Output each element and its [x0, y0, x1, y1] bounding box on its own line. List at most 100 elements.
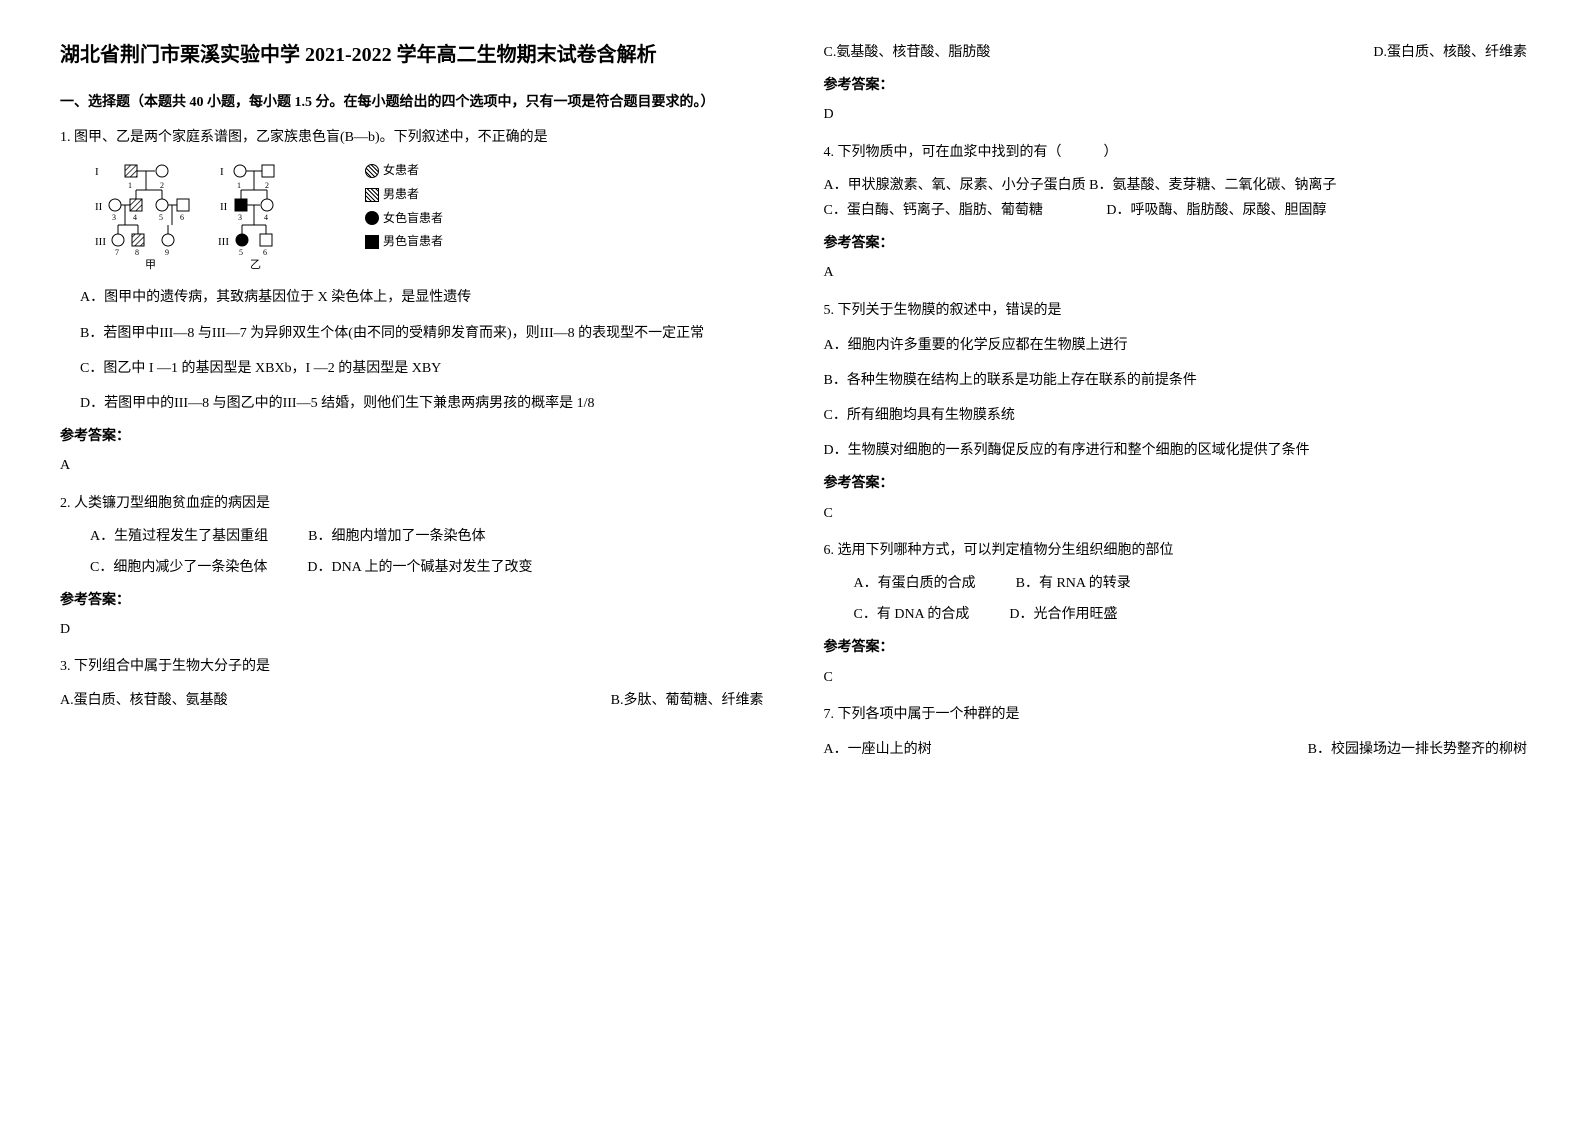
q4-answer-label: 参考答案： [824, 231, 1528, 256]
q2-optA: A．生殖过程发生了基因重组 [90, 524, 268, 549]
q6-answer-label: 参考答案： [824, 635, 1528, 660]
square-filled-icon [365, 235, 379, 249]
pedigree-label-jia: 甲 [145, 259, 156, 270]
pedigree-diagram: I 1 2 II 3 4 [90, 160, 764, 270]
q6-optB: B．有 RNA 的转录 [1016, 571, 1131, 596]
legend-box: 女患者 男患者 女色盲患者 男色盲患者 [365, 160, 443, 254]
svg-text:2: 2 [265, 181, 269, 190]
q6-stem: 6. 选用下列哪种方式，可以判定植物分生组织细胞的部位 [824, 538, 1528, 563]
svg-text:I: I [220, 166, 224, 178]
legend-female-colorblind: 女色盲患者 [365, 208, 443, 230]
q6-answer: C [824, 665, 1528, 690]
q2-row2: C．细胞内减少了一条染色体 D．DNA 上的一个碱基对发生了改变 [90, 555, 764, 580]
q2-answer-label: 参考答案： [60, 588, 764, 613]
svg-text:6: 6 [180, 213, 184, 222]
svg-text:5: 5 [239, 248, 243, 257]
q2-answer: D [60, 617, 764, 642]
q6-optC: C．有 DNA 的合成 [854, 602, 970, 627]
question-4: 4. 下列物质中，可在血浆中找到的有（ ） A．甲状腺激素、氧、尿素、小分子蛋白… [824, 140, 1528, 286]
svg-text:7: 7 [115, 248, 119, 257]
q6-row1: A．有蛋白质的合成 B．有 RNA 的转录 [854, 571, 1528, 596]
pedigree-label-yi: 乙 [250, 258, 261, 270]
q3-optD: D.蛋白质、核酸、纤维素 [1373, 40, 1527, 65]
legend-male-colorblind: 男色盲患者 [365, 231, 443, 253]
section-header: 一、选择题（本题共 40 小题，每小题 1.5 分。在每小题给出的四个选项中，只… [60, 90, 764, 115]
svg-text:3: 3 [238, 213, 242, 222]
q4-optB: B．氨基酸、麦芽糖、二氧化碳、钠离子 [1089, 178, 1336, 193]
q4-optC: C．蛋白酶、钙离子、脂肪、葡萄糖 [824, 203, 1043, 218]
question-5: 5. 下列关于生物膜的叙述中，错误的是 A．细胞内许多重要的化学反应都在生物膜上… [824, 298, 1528, 526]
svg-text:I: I [95, 166, 99, 178]
page-container: 湖北省荆门市栗溪实验中学 2021-2022 学年高二生物期末试卷含解析 一、选… [60, 40, 1527, 1082]
q7-optA: A．一座山上的树 [824, 737, 932, 762]
question-2: 2. 人类镰刀型细胞贫血症的病因是 A．生殖过程发生了基因重组 B．细胞内增加了… [60, 491, 764, 643]
legend-text: 女色盲患者 [383, 208, 443, 230]
pedigree-svg: I 1 2 II 3 4 [90, 160, 350, 270]
svg-text:8: 8 [135, 248, 139, 257]
legend-text: 女患者 [383, 160, 419, 182]
q2-optD: D．DNA 上的一个碱基对发生了改变 [307, 555, 532, 580]
question-3-cont: C.氨基酸、核苷酸、脂肪酸 D.蛋白质、核酸、纤维素 参考答案： D [824, 40, 1528, 128]
svg-text:6: 6 [263, 248, 267, 257]
svg-text:2: 2 [160, 181, 164, 190]
q5-optB: B．各种生物膜在结构上的联系是功能上存在联系的前提条件 [824, 368, 1528, 393]
q4-optD: D．呼吸酶、脂肪酸、尿酸、胆固醇 [1106, 203, 1326, 218]
q1-answer: A [60, 453, 764, 478]
q5-stem: 5. 下列关于生物膜的叙述中，错误的是 [824, 298, 1528, 323]
q3-answer: D [824, 102, 1528, 127]
svg-text:1: 1 [128, 181, 132, 190]
svg-text:II: II [95, 201, 103, 213]
q3-optB: B.多肽、葡萄糖、纤维素 [611, 688, 764, 713]
q5-optD: D．生物膜对细胞的一系列酶促反应的有序进行和整个细胞的区域化提供了条件 [824, 438, 1528, 463]
q1-answer-label: 参考答案： [60, 424, 764, 449]
svg-text:4: 4 [133, 213, 137, 222]
q5-answer: C [824, 501, 1528, 526]
svg-text:III: III [218, 236, 229, 248]
circle-filled-icon [365, 211, 379, 225]
q4-stem: 4. 下列物质中，可在血浆中找到的有（ ） [824, 140, 1528, 165]
legend-female-patient: 女患者 [365, 160, 443, 182]
q2-optB: B．细胞内增加了一条染色体 [308, 524, 485, 549]
q6-optA: A．有蛋白质的合成 [854, 571, 976, 596]
q2-row1: A．生殖过程发生了基因重组 B．细胞内增加了一条染色体 [90, 524, 764, 549]
legend-male-patient: 男患者 [365, 184, 443, 206]
q2-optC: C．细胞内减少了一条染色体 [90, 555, 267, 580]
q4-row2: C．蛋白酶、钙离子、脂肪、葡萄糖 D．呼吸酶、脂肪酸、尿酸、胆固醇 [824, 198, 1528, 223]
svg-text:1: 1 [237, 181, 241, 190]
q4-answer: A [824, 260, 1528, 285]
q3-stem: 3. 下列组合中属于生物大分子的是 [60, 654, 764, 679]
q3-optC: C.氨基酸、核苷酸、脂肪酸 [824, 40, 991, 65]
q3-row1: A.蛋白质、核苷酸、氨基酸 B.多肽、葡萄糖、纤维素 [60, 688, 764, 713]
svg-text:II: II [220, 201, 228, 213]
legend-text: 男患者 [383, 184, 419, 206]
q1-optB: B．若图甲中III—8 与III—7 为异卵双生个体(由不同的受精卵发育而来)，… [80, 321, 764, 346]
svg-text:5: 5 [159, 213, 163, 222]
question-6: 6. 选用下列哪种方式，可以判定植物分生组织细胞的部位 A．有蛋白质的合成 B．… [824, 538, 1528, 690]
svg-text:3: 3 [112, 213, 116, 222]
q3-row2: C.氨基酸、核苷酸、脂肪酸 D.蛋白质、核酸、纤维素 [824, 40, 1528, 65]
q4-row1: A．甲状腺激素、氧、尿素、小分子蛋白质 B．氨基酸、麦芽糖、二氧化碳、钠离子 [824, 173, 1528, 198]
question-3: 3. 下列组合中属于生物大分子的是 A.蛋白质、核苷酸、氨基酸 B.多肽、葡萄糖… [60, 654, 764, 712]
svg-text:4: 4 [264, 213, 268, 222]
q5-optA: A．细胞内许多重要的化学反应都在生物膜上进行 [824, 333, 1528, 358]
svg-text:III: III [95, 236, 106, 248]
q5-answer-label: 参考答案： [824, 471, 1528, 496]
left-column: 湖北省荆门市栗溪实验中学 2021-2022 学年高二生物期末试卷含解析 一、选… [60, 40, 764, 1082]
q1-optA: A．图甲中的遗传病，其致病基因位于 X 染色体上，是显性遗传 [80, 285, 764, 310]
q6-optD: D．光合作用旺盛 [1009, 602, 1117, 627]
right-column: C.氨基酸、核苷酸、脂肪酸 D.蛋白质、核酸、纤维素 参考答案： D 4. 下列… [824, 40, 1528, 1082]
question-1: 1. 图甲、乙是两个家庭系谱图，乙家族患色盲(B—b)。下列叙述中，不正确的是 … [60, 125, 764, 478]
question-7: 7. 下列各项中属于一个种群的是 A．一座山上的树 B．校园操场边一排长势整齐的… [824, 702, 1528, 762]
square-striped-icon [365, 188, 379, 202]
pedigree-wrapper: I 1 2 II 3 4 [90, 160, 764, 270]
exam-title: 湖北省荆门市栗溪实验中学 2021-2022 学年高二生物期末试卷含解析 [60, 40, 764, 70]
circle-striped-icon [365, 164, 379, 178]
q4-optA: A．甲状腺激素、氧、尿素、小分子蛋白质 [824, 178, 1086, 193]
q7-optB: B．校园操场边一排长势整齐的柳树 [1308, 737, 1527, 762]
q1-optD: D．若图甲中的III—8 与图乙中的III—5 结婚，则他们生下兼患两病男孩的概… [80, 391, 764, 416]
q1-optC: C．图乙中 I —1 的基因型是 XBXb，I —2 的基因型是 XBY [80, 356, 764, 381]
q6-row2: C．有 DNA 的合成 D．光合作用旺盛 [854, 602, 1528, 627]
q7-row1: A．一座山上的树 B．校园操场边一排长势整齐的柳树 [824, 737, 1528, 762]
q1-stem: 1. 图甲、乙是两个家庭系谱图，乙家族患色盲(B—b)。下列叙述中，不正确的是 [60, 125, 764, 150]
q3-answer-label: 参考答案： [824, 73, 1528, 98]
